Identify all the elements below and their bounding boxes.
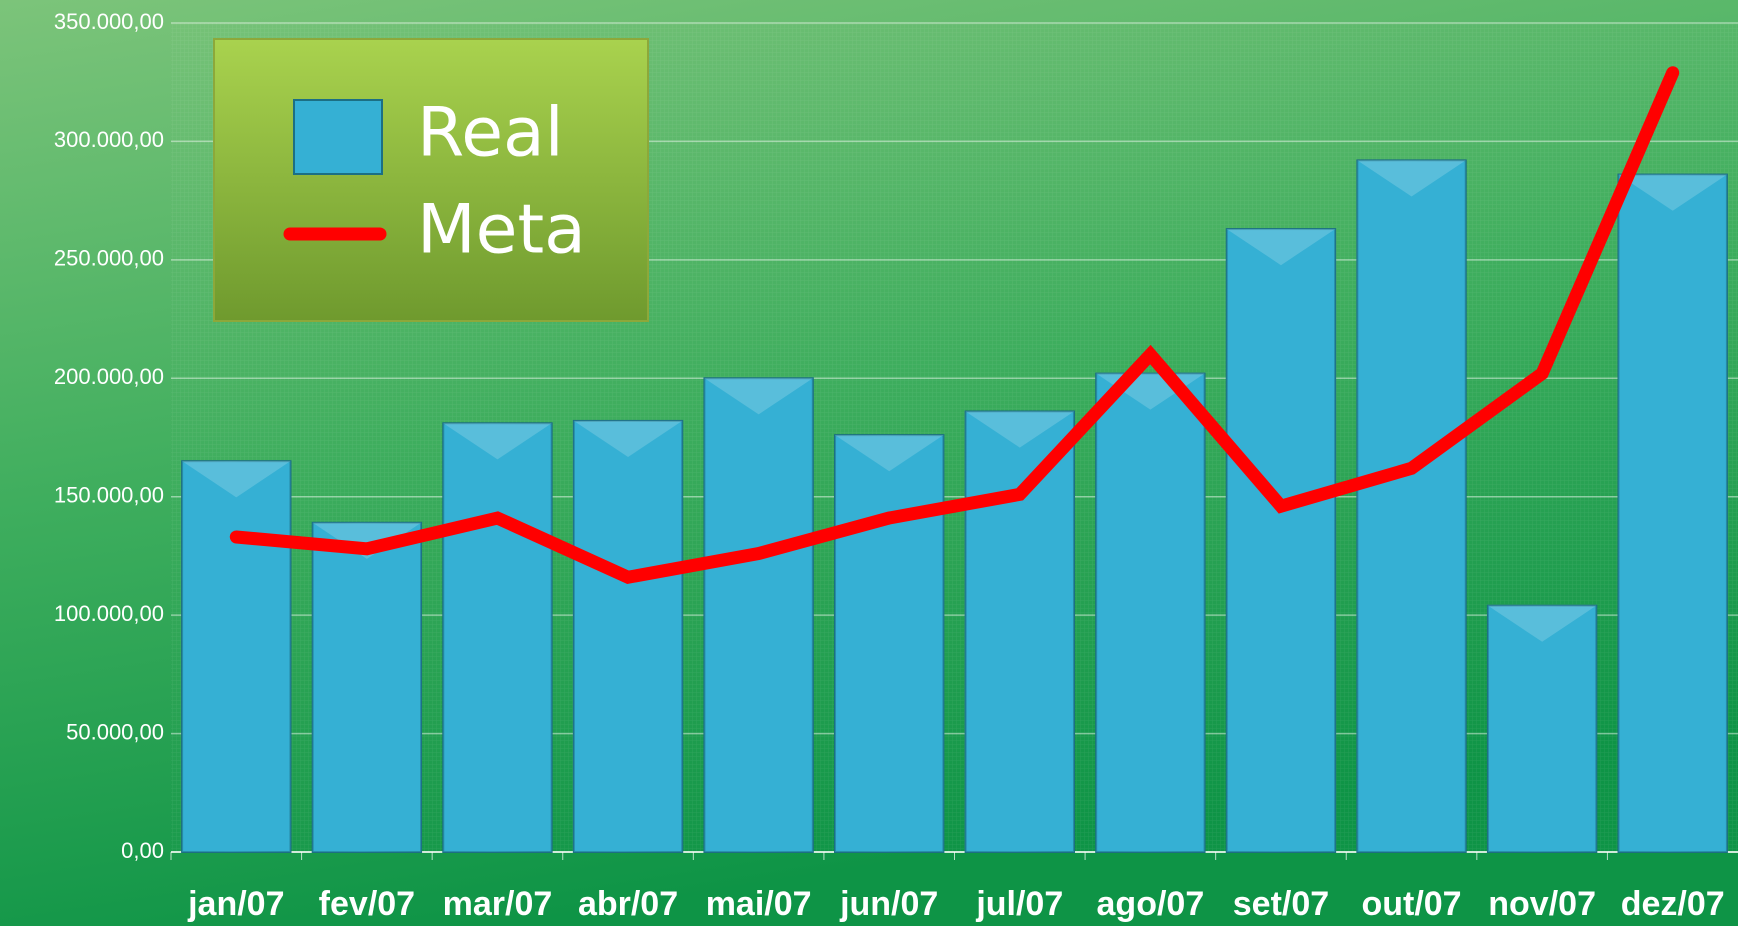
bar-bevel bbox=[1226, 229, 1336, 266]
y-tick-label: 100.000,00 bbox=[54, 601, 164, 626]
y-tick-label: 50.000,00 bbox=[66, 719, 164, 744]
bar-shade bbox=[443, 423, 552, 852]
x-tick-label: dez/07 bbox=[1621, 885, 1725, 923]
x-tick-label: jun/07 bbox=[839, 885, 938, 923]
y-tick-label: 0,00 bbox=[121, 838, 164, 863]
bar-shade bbox=[1487, 605, 1597, 852]
bar-shade bbox=[1096, 373, 1205, 852]
bar-bevel bbox=[573, 420, 683, 458]
bar-bevel bbox=[182, 461, 291, 498]
x-tick-label: fev/07 bbox=[319, 885, 415, 923]
line bbox=[229, 66, 1680, 585]
bar-shade bbox=[182, 461, 291, 852]
bar-shade bbox=[573, 420, 683, 852]
y-tick-label: 300.000,00 bbox=[54, 127, 164, 152]
bar-bevel bbox=[835, 435, 944, 472]
bar-bevel bbox=[704, 378, 813, 415]
x-tick-label: mar/07 bbox=[443, 885, 553, 923]
legend-label: Real bbox=[417, 94, 564, 173]
x-tick-label: jul/07 bbox=[975, 885, 1063, 923]
x-tick-label: mai/07 bbox=[706, 885, 812, 923]
bar-bevel bbox=[1487, 605, 1597, 642]
x-tick-label: out/07 bbox=[1361, 885, 1461, 923]
x-tick-label: abr/07 bbox=[578, 885, 678, 923]
x-tick-label: jan/07 bbox=[187, 885, 284, 923]
bar-shade bbox=[1618, 174, 1727, 853]
bar-shade bbox=[704, 378, 813, 852]
x-tick-label: nov/07 bbox=[1488, 885, 1596, 923]
y-tick-label: 350.000,00 bbox=[54, 9, 164, 34]
bar-bevel bbox=[1357, 160, 1466, 197]
bar-shade bbox=[1357, 160, 1466, 852]
bar-shade bbox=[965, 411, 1074, 852]
x-tick-label: set/07 bbox=[1233, 885, 1329, 923]
bar-bevel bbox=[1618, 174, 1727, 211]
legend: Real Meta bbox=[213, 38, 649, 322]
y-tick-label: 250.000,00 bbox=[54, 246, 164, 271]
bar-shade bbox=[312, 522, 422, 852]
bar-shade bbox=[835, 435, 944, 852]
bar-shade bbox=[1226, 229, 1336, 852]
legend-swatch bbox=[293, 99, 383, 175]
bar-bevel bbox=[443, 423, 552, 460]
legend-box bbox=[213, 38, 649, 322]
y-tick-label: 150.000,00 bbox=[54, 483, 164, 508]
bar-bevel bbox=[312, 522, 422, 559]
bar-bevel bbox=[965, 411, 1074, 448]
y-tick-label: 200.000,00 bbox=[54, 364, 164, 389]
legend-label: Meta bbox=[417, 191, 586, 270]
x-tick-label: ago/07 bbox=[1097, 885, 1205, 923]
